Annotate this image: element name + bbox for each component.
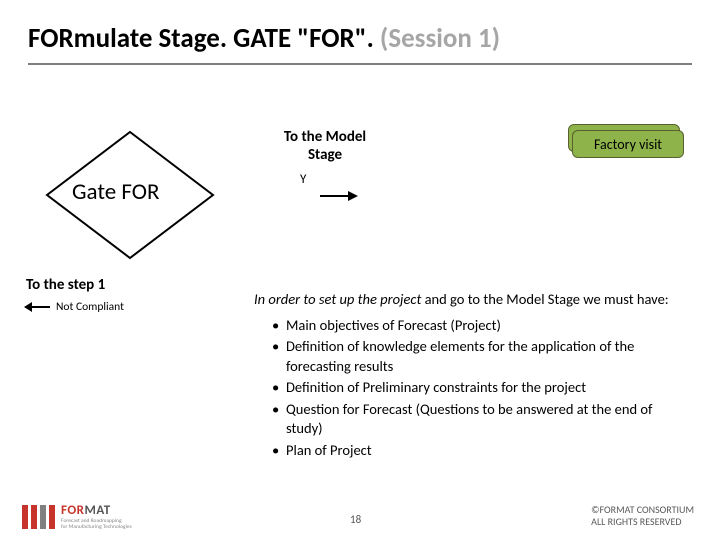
logo-text: FORMAT Forecast and Roadmapping for Manu… xyxy=(61,504,132,530)
format-logo: FORMAT Forecast and Roadmapping for Manu… xyxy=(22,504,132,530)
diamond-label: Gate FOR xyxy=(72,178,160,206)
factory-chip-front: Factory visit xyxy=(572,130,684,158)
logo-bars-icon xyxy=(22,505,55,529)
page-number: 18 xyxy=(350,513,361,526)
model-stage-line2: Stage xyxy=(270,146,380,164)
title-grey: (Session 1) xyxy=(380,22,500,55)
logo-word: FORMAT xyxy=(61,504,132,517)
arrow-right-icon xyxy=(320,188,358,207)
not-compliant-label: Not Compliant xyxy=(56,300,124,314)
model-stage-label: To the Model Stage xyxy=(270,128,380,164)
model-stage-line1: To the Model xyxy=(270,128,380,146)
factory-label: Factory visit xyxy=(594,136,662,153)
bullet-item: Main objectives of Forecast (Project) xyxy=(272,316,690,336)
body-intro-italic: In order to set up the project xyxy=(254,290,425,308)
not-compliant-branch: Not Compliant xyxy=(24,300,124,314)
y-label: Y xyxy=(300,172,306,187)
footer-line2: ALL RIGHTS RESERVED xyxy=(591,516,694,528)
bullet-list: Main objectives of Forecast (Project) De… xyxy=(254,316,690,461)
body-text: In order to set up the project and go to… xyxy=(254,290,690,463)
bullet-item: Plan of Project xyxy=(272,441,690,461)
step1-label: To the step 1 xyxy=(26,276,105,294)
slide-title: FORmulate Stage. GATE "FOR". (Session 1) xyxy=(28,22,692,65)
factory-visit-chip: Factory visit xyxy=(572,130,684,158)
arrow-left-icon xyxy=(24,302,50,312)
title-black: FORmulate Stage. GATE "FOR". xyxy=(28,22,380,55)
logo-tag2: for Manufacturing Technologies xyxy=(61,525,132,531)
yes-branch: Y xyxy=(300,172,306,189)
bullet-item: Question for Forecast (Questions to be a… xyxy=(272,400,690,439)
body-intro: In order to set up the project and go to… xyxy=(254,290,690,310)
bullet-item: Definition of knowledge elements for the… xyxy=(272,337,690,376)
footer-copyright: ©FORMAT CONSORTIUM ALL RIGHTS RESERVED xyxy=(591,504,694,528)
body-intro-rest: and go to the Model Stage we must have: xyxy=(425,290,669,308)
bullet-item: Definition of Preliminary constraints fo… xyxy=(272,378,690,398)
